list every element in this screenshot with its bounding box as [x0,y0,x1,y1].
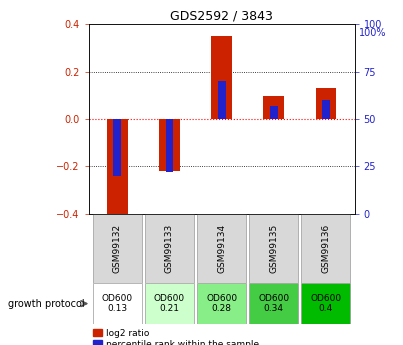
Bar [211,36,232,119]
Bar [270,106,278,119]
Text: GSM99135: GSM99135 [269,224,278,273]
Text: GSM99136: GSM99136 [322,224,330,273]
Text: growth protocol: growth protocol [8,299,85,308]
Bar [166,119,173,172]
Text: OD600
0.13: OD600 0.13 [102,294,133,313]
Bar [113,119,121,176]
Bar [322,100,330,119]
Bar [197,214,246,283]
Text: 100%: 100% [359,28,386,38]
Bar [159,119,180,171]
Bar [301,283,351,324]
Bar [264,97,284,119]
Text: OD600
0.21: OD600 0.21 [154,294,185,313]
Bar [249,214,298,283]
Bar [316,88,337,119]
Bar [93,283,142,324]
Bar [145,214,194,283]
Text: GSM99133: GSM99133 [165,224,174,273]
Legend: log2 ratio, percentile rank within the sample: log2 ratio, percentile rank within the s… [93,329,259,345]
Bar [93,214,142,283]
Text: OD600
0.34: OD600 0.34 [258,294,289,313]
Bar [249,283,298,324]
Bar [107,119,128,221]
Bar [197,283,246,324]
Bar [145,283,194,324]
Text: OD600
0.28: OD600 0.28 [206,294,237,313]
Text: OD600
0.4: OD600 0.4 [310,294,341,313]
Bar [218,81,226,119]
Text: GSM99132: GSM99132 [113,224,122,273]
Text: GSM99134: GSM99134 [217,224,226,273]
Title: GDS2592 / 3843: GDS2592 / 3843 [170,10,273,23]
Bar [301,214,351,283]
